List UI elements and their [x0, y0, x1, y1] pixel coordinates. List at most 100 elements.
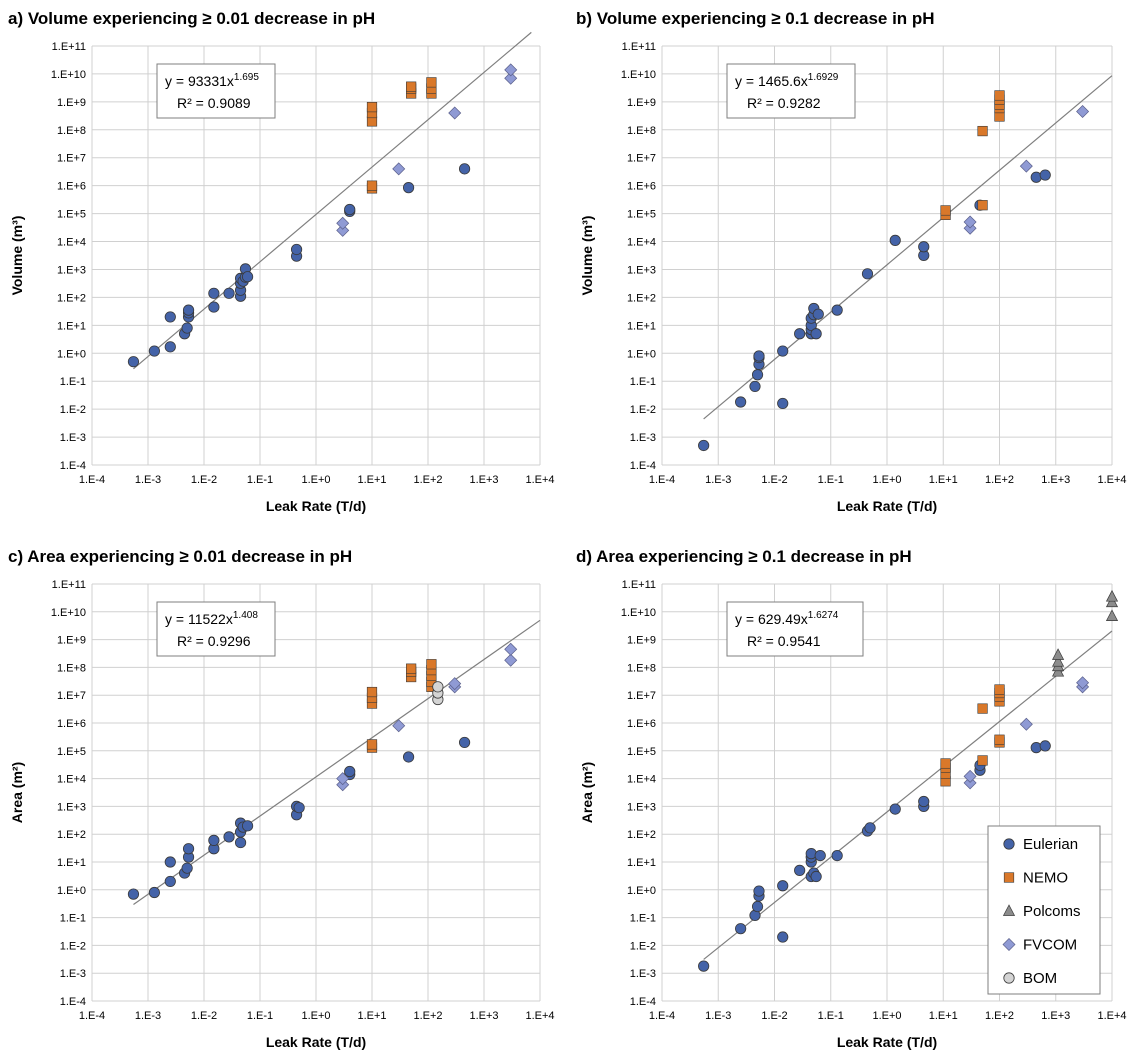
- eulerian-point: [698, 439, 710, 452]
- x-axis-label: Leak Rate (T/d): [837, 498, 937, 514]
- eulerian-point: [735, 396, 747, 408]
- fit-equation: y = 93331x1.695: [165, 72, 259, 89]
- panel-title: a) Volume experiencing ≥ 0.01 decrease i…: [8, 9, 375, 28]
- y-tick-label: 1.E+6: [57, 181, 86, 193]
- eulerian-point: [831, 304, 843, 316]
- legend-label-nemo: NEMO: [1023, 870, 1068, 887]
- eulerian-point: [148, 886, 160, 899]
- eulerian-point: [794, 328, 806, 340]
- fvcom-point: [448, 677, 462, 691]
- fvcom-point: [963, 215, 977, 229]
- eulerian-point: [293, 802, 305, 814]
- x-tick-label: 1.E+2: [413, 1010, 442, 1022]
- x-tick-label: 1.E-2: [191, 1010, 217, 1022]
- x-tick-label: 1.E-1: [818, 474, 844, 486]
- y-axis-label: Area (m²): [9, 762, 25, 823]
- y-tick-label: 1.E+1: [57, 320, 86, 332]
- fvcom-point: [963, 776, 977, 790]
- fvcom-point: [336, 223, 350, 237]
- y-tick-label: 1.E+6: [627, 181, 656, 193]
- series-fvcom: [336, 63, 518, 237]
- eulerian-point: [735, 923, 747, 935]
- nemo-point: [406, 81, 417, 92]
- legend-label-bom: BOM: [1023, 970, 1057, 987]
- fvcom-point: [336, 772, 350, 786]
- fvcom-point: [504, 71, 518, 85]
- eulerian-point: [831, 849, 843, 862]
- y-tick-label: 1.E-2: [630, 940, 656, 952]
- x-tick-label: 1.E-1: [247, 1010, 273, 1022]
- equation-box: y = 11522x1.408 R² = 0.9296: [156, 601, 276, 657]
- nemo-point: [994, 684, 1005, 695]
- legend-label-fvcom: FVCOM: [1023, 937, 1077, 954]
- x-tick-label: 1.E-3: [135, 1010, 161, 1022]
- x-tick-label: 1.E+3: [1041, 474, 1070, 486]
- y-tick-label: 1.E+7: [57, 690, 86, 702]
- eulerian-point: [182, 304, 195, 316]
- y-tick-label: 1.E+8: [627, 662, 656, 674]
- eulerian-point: [889, 234, 901, 246]
- x-tick-label: 1.E+4: [525, 474, 554, 486]
- y-tick-label: 1.E+10: [621, 607, 656, 619]
- series-eulerian: [127, 163, 471, 368]
- series-fvcom: [963, 105, 1090, 235]
- fvcom-point: [504, 653, 518, 667]
- y-tick-label: 1.E+11: [52, 579, 86, 591]
- y-tick-label: 1.E-3: [630, 432, 656, 444]
- x-tick-label: 1.E+0: [872, 474, 901, 486]
- equation-box-frame: [726, 63, 856, 119]
- y-tick-label: 1.E-3: [60, 968, 86, 980]
- fvcom-point: [336, 216, 350, 230]
- fvcom-point: [1019, 717, 1033, 731]
- polcoms-point: [1105, 589, 1119, 602]
- chart-panel-c: c) Area experiencing ≥ 0.01 decrease in …: [8, 547, 555, 1050]
- eulerian-point: [290, 243, 303, 256]
- eulerian-point: [749, 380, 761, 393]
- y-tick-label: 1.E-4: [60, 460, 86, 472]
- eulerian-point: [344, 203, 356, 216]
- x-tick-label: 1.E+4: [1097, 474, 1126, 486]
- y-tick-label: 1.E-2: [60, 940, 86, 952]
- nemo-point: [994, 734, 1005, 745]
- x-tick-label: 1.E+4: [525, 1010, 554, 1022]
- y-tick-label: 1.E+1: [627, 857, 656, 869]
- eulerian-point: [753, 350, 765, 362]
- polcoms-point: [1051, 648, 1065, 660]
- legend-marker-nemo: [1003, 872, 1015, 883]
- x-tick-label: 1.E+4: [1097, 1010, 1126, 1022]
- y-tick-label: 1.E-2: [60, 404, 86, 416]
- x-tick-label: 1.E+2: [413, 474, 442, 486]
- fvcom-point: [1076, 676, 1090, 690]
- y-tick-label: 1.E+11: [622, 41, 656, 53]
- series-fvcom: [963, 676, 1090, 790]
- y-tick-label: 1.E-2: [630, 404, 656, 416]
- y-tick-label: 1.E+5: [57, 209, 86, 221]
- bom-point: [432, 681, 444, 693]
- eulerian-point: [753, 885, 765, 897]
- equation-box-frame: [156, 63, 276, 119]
- eulerian-point: [698, 960, 710, 972]
- eulerian-point: [777, 345, 789, 357]
- series-nemo: [366, 77, 437, 194]
- eulerian-point: [458, 736, 471, 749]
- nemo-point: [366, 686, 378, 698]
- x-tick-label: 1.E+1: [357, 474, 386, 486]
- x-axis-label: Leak Rate (T/d): [266, 1034, 366, 1050]
- eulerian-point: [127, 888, 140, 900]
- nemo-point: [977, 703, 988, 714]
- polcoms-point: [1105, 595, 1119, 608]
- equation-box: y = 1465.6x1.6929 R² = 0.9282: [726, 63, 856, 119]
- y-tick-label: 1.E-3: [630, 968, 656, 980]
- y-tick-label: 1.E+8: [627, 125, 656, 137]
- legend-label-eulerian: Eulerian: [1023, 836, 1078, 853]
- fvcom-point: [963, 769, 977, 783]
- y-tick-label: 1.E+0: [627, 348, 656, 360]
- y-tick-label: 1.E+9: [627, 97, 656, 109]
- y-tick-label: 1.E+5: [627, 746, 656, 758]
- eulerian-point: [208, 301, 220, 313]
- series-bom: [432, 681, 444, 706]
- eulerian-point: [889, 803, 901, 815]
- y-tick-label: 1.E+5: [627, 209, 656, 221]
- x-tick-label: 1.E+3: [469, 1010, 498, 1022]
